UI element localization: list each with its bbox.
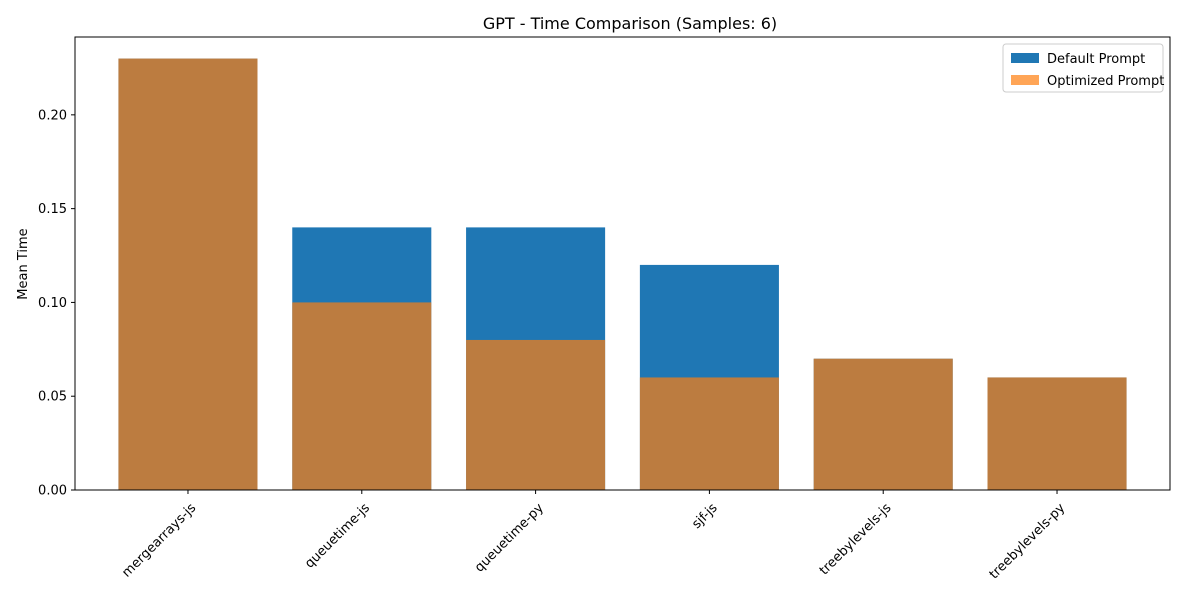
y-axis: 0.00 0.05 0.10 0.15 0.20: [38, 108, 75, 499]
y-tick-label: 0.20: [38, 108, 67, 123]
chart-title: GPT - Time Comparison (Samples: 6): [483, 14, 777, 33]
legend-label: Optimized Prompt: [1047, 74, 1164, 89]
legend-box: [1002, 43, 1164, 93]
y-tick-label: 0.05: [38, 390, 67, 405]
bar-optimized-queuetime-py: [466, 339, 606, 490]
bar-optimized-mergearrays-js: [118, 58, 258, 490]
legend-swatch-optimized: [1011, 75, 1039, 85]
legend-swatch-default: [1011, 53, 1039, 63]
plot-frame: [74, 36, 1171, 491]
y-tick-label: 0.00: [38, 484, 67, 499]
y-tick-label: 0.10: [38, 296, 67, 311]
bar-optimized-treebylevels-py: [987, 377, 1127, 490]
y-axis-title: Mean Time: [16, 228, 31, 299]
legend: Default Prompt Optimized Prompt: [1002, 43, 1164, 93]
bar-optimized-treebylevels-js: [813, 358, 953, 490]
bar-optimized-queuetime-js: [292, 302, 432, 490]
y-tick-label: 0.15: [38, 202, 67, 217]
legend-label: Default Prompt: [1047, 52, 1145, 67]
bars-group: [118, 58, 1127, 490]
bar-optimized-sjf-js: [639, 377, 779, 490]
